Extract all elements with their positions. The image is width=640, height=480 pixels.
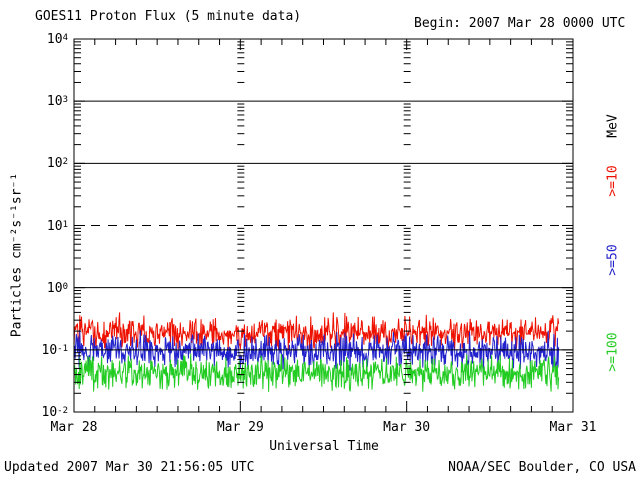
- begin-time-label: Begin: 2007 Mar 28 0000 UTC: [414, 16, 626, 31]
- legend-label-10: >=10: [605, 165, 621, 197]
- series--10-mev: [73, 312, 560, 350]
- y-tick-label-1e-1: 10-1: [41, 342, 69, 358]
- y-tick-label-1e4: 104: [46, 32, 68, 47]
- x-tick-label-mar-30: Mar 30: [383, 420, 431, 435]
- legend-label-100: >=100: [605, 332, 621, 372]
- updated-timestamp: Updated 2007 Mar 30 21:56:05 UTC: [4, 460, 255, 475]
- legend-label-50: >=50: [605, 244, 621, 276]
- x-axis-title: Universal Time: [269, 439, 379, 454]
- x-tick-label-mar-28: Mar 28: [50, 420, 98, 435]
- series--100-mev: [73, 353, 560, 392]
- series--50-mev: [73, 329, 560, 371]
- y-tick-label-1e-2: 10-2: [41, 405, 69, 420]
- legend-label-mev: MeV: [605, 114, 621, 138]
- chart-title: GOES11 Proton Flux (5 minute data): [35, 9, 302, 24]
- y-tick-label-1e0: 100: [46, 280, 68, 296]
- y-tick-label-1e3: 103: [46, 94, 68, 110]
- y-tick-label-1e1: 101: [46, 218, 68, 234]
- plot-border: [73, 38, 574, 413]
- x-tick-label-mar-29: Mar 29: [216, 420, 264, 435]
- y-tick-label-1e2: 102: [46, 156, 68, 172]
- x-tick-label-mar-31: Mar 31: [549, 420, 597, 435]
- credit-label: NOAA/SEC Boulder, CO USA: [448, 460, 636, 475]
